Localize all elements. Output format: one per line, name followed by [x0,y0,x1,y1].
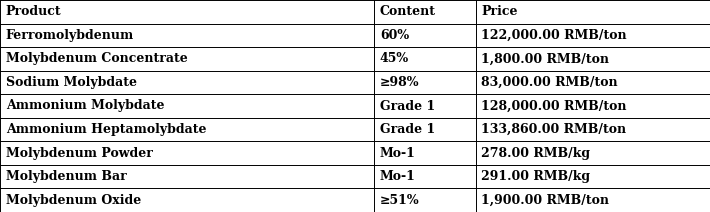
Text: Molybdenum Powder: Molybdenum Powder [6,147,153,160]
Text: Mo-1: Mo-1 [380,147,416,160]
Text: Ammonium Molybdate: Ammonium Molybdate [6,99,164,113]
Text: 128,000.00 RMB/ton: 128,000.00 RMB/ton [481,99,627,113]
Text: 1,800.00 RMB/ton: 1,800.00 RMB/ton [481,52,609,65]
Text: Molybdenum Bar: Molybdenum Bar [6,170,126,183]
Text: 60%: 60% [380,29,409,42]
Text: Ferromolybdenum: Ferromolybdenum [6,29,134,42]
Text: Molybdenum Concentrate: Molybdenum Concentrate [6,52,187,65]
Text: ≥98%: ≥98% [380,76,420,89]
Text: 133,860.00 RMB/ton: 133,860.00 RMB/ton [481,123,626,136]
Text: Ammonium Heptamolybdate: Ammonium Heptamolybdate [6,123,206,136]
Text: Product: Product [6,5,61,18]
Text: ≥51%: ≥51% [380,194,420,207]
Text: 122,000.00 RMB/ton: 122,000.00 RMB/ton [481,29,627,42]
Text: 45%: 45% [380,52,409,65]
Text: 1,900.00 RMB/ton: 1,900.00 RMB/ton [481,194,609,207]
Text: Price: Price [481,5,518,18]
Text: Grade 1: Grade 1 [380,123,435,136]
Text: 278.00 RMB/kg: 278.00 RMB/kg [481,147,591,160]
Text: Mo-1: Mo-1 [380,170,416,183]
Text: 291.00 RMB/kg: 291.00 RMB/kg [481,170,591,183]
Text: Molybdenum Oxide: Molybdenum Oxide [6,194,141,207]
Text: 83,000.00 RMB/ton: 83,000.00 RMB/ton [481,76,618,89]
Text: Grade 1: Grade 1 [380,99,435,113]
Text: Sodium Molybdate: Sodium Molybdate [6,76,137,89]
Text: Content: Content [380,5,436,18]
